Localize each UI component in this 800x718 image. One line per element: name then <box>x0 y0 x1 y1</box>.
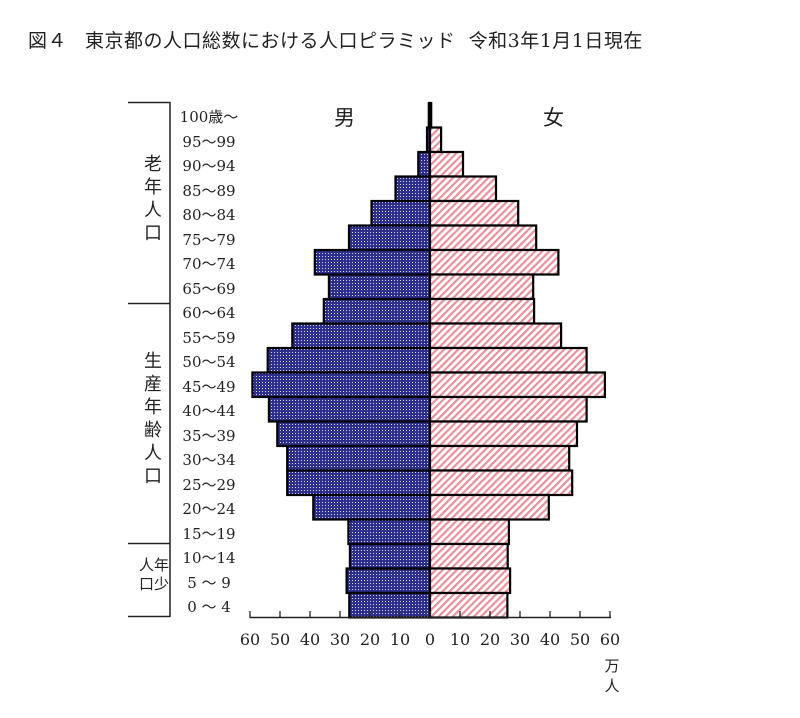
group-label-working: 生産年齢人口 <box>144 351 162 487</box>
x-tick-label: 50 <box>569 630 591 649</box>
x-tick-label: 20 <box>359 630 381 649</box>
group-label-young-col1: 人口 <box>138 556 154 593</box>
group-label-young-col2: 年少 <box>153 556 169 593</box>
female-bar <box>428 175 498 203</box>
x-tick-label: 30 <box>329 630 351 649</box>
x-axis-ticks <box>249 611 611 618</box>
age-label: 60～64 <box>182 304 236 322</box>
male-bar <box>276 420 432 448</box>
age-label: 15～19 <box>182 524 236 543</box>
figure-number: 図４ <box>28 30 68 52</box>
age-label: 100歳～ <box>179 108 239 126</box>
male-bar <box>327 273 432 301</box>
x-tick-label: 0 <box>424 630 436 649</box>
age-label: 0 ～ 4 <box>187 598 231 616</box>
group-label-elderly: 老年人口 <box>144 154 162 244</box>
age-label: 35～39 <box>182 426 236 445</box>
age-label: 95～99 <box>182 132 236 151</box>
male-bar <box>394 175 432 203</box>
age-label: 40～44 <box>182 402 236 420</box>
x-tick-label: 10 <box>449 630 471 649</box>
male-bar <box>286 469 432 497</box>
female-bar <box>428 371 606 399</box>
male-bar <box>347 224 432 252</box>
x-tick-label: 20 <box>479 630 501 649</box>
x-tick-label: 40 <box>299 630 321 649</box>
female-bar <box>428 395 588 423</box>
age-label: 75～79 <box>182 230 236 249</box>
title-date: 令和3年1月1日現在 <box>468 30 643 52</box>
female-bar <box>428 273 535 301</box>
male-bar <box>286 444 432 472</box>
female-bar <box>428 199 520 227</box>
x-tick-label: 60 <box>599 630 621 649</box>
age-label: 65～69 <box>182 279 236 298</box>
male-bar <box>251 371 432 399</box>
chart-title: 図４ 東京都の人口総数における人口ピラミッド 令和3年1月1日現在 <box>28 26 643 53</box>
female-bar <box>428 469 574 497</box>
age-label: 70～74 <box>182 255 236 273</box>
female-bar <box>428 542 509 570</box>
male-bar <box>312 493 432 521</box>
age-label: 45～49 <box>182 377 236 396</box>
male-bar <box>370 199 432 227</box>
female-label: 女 <box>543 106 564 130</box>
female-bar <box>428 126 443 154</box>
male-bar <box>348 542 432 570</box>
age-label: 90～94 <box>182 157 236 175</box>
male-label: 男 <box>334 106 355 130</box>
x-tick-label: 50 <box>269 630 291 649</box>
male-bar <box>345 567 432 595</box>
female-bar <box>428 346 588 374</box>
age-label: 85～89 <box>182 181 236 200</box>
age-label: 25～29 <box>182 475 236 494</box>
female-bar <box>428 322 563 350</box>
female-bar <box>428 150 465 178</box>
female-bar <box>428 591 509 619</box>
x-tick-label: 60 <box>239 630 261 649</box>
male-bar <box>348 591 432 619</box>
x-tick-label: 40 <box>539 630 561 649</box>
male-bar <box>322 297 432 325</box>
female-bar <box>428 420 579 448</box>
bars-group <box>251 101 606 619</box>
age-label: 5 ～ 9 <box>187 573 231 592</box>
male-bar <box>347 518 432 546</box>
male-bar <box>313 248 432 276</box>
female-bar <box>428 518 511 546</box>
male-bar <box>417 150 432 178</box>
female-bar <box>428 224 538 252</box>
age-label: 30～34 <box>182 451 236 469</box>
x-tick-label: 10 <box>389 630 411 649</box>
age-label: 55～59 <box>182 328 236 347</box>
age-label: 20～24 <box>182 500 236 518</box>
x-tick-label: 30 <box>509 630 531 649</box>
female-bar <box>428 567 512 595</box>
title-text: 東京都の人口総数における人口ピラミッド <box>85 30 456 52</box>
male-bar <box>291 322 432 350</box>
age-label: 10～14 <box>182 549 236 567</box>
age-label: 50～54 <box>182 353 236 371</box>
female-bar <box>428 248 560 276</box>
female-bar <box>428 444 571 472</box>
male-bar <box>267 395 432 423</box>
unit-label: 万人 <box>604 657 620 695</box>
female-bar <box>428 297 536 325</box>
male-bar <box>266 346 432 374</box>
age-label: 80～84 <box>182 206 236 224</box>
female-bar <box>428 493 550 521</box>
